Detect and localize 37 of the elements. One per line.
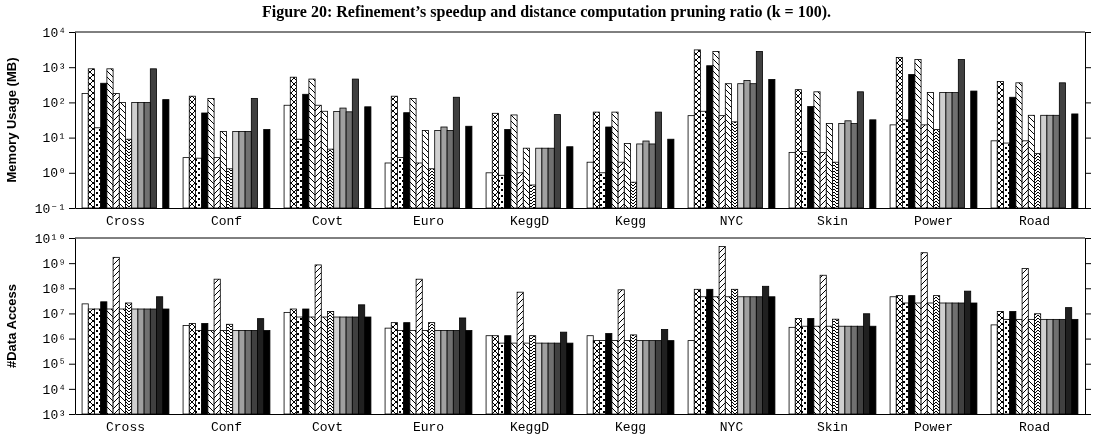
x-tick-label: NYC xyxy=(719,214,744,230)
x-tick-label: Kegg xyxy=(614,420,647,436)
x-tick-label: Cross xyxy=(105,420,146,436)
chart-title: Figure 20: Refinement’s speedup and distance computation pruning ratio (k = 100). xyxy=(261,3,832,21)
y-tick-label: 10³ xyxy=(42,407,66,423)
x-tick-label: Conf xyxy=(210,420,243,436)
y-tick-label: 10⁻¹ xyxy=(34,201,66,217)
x-tick-label: Power xyxy=(913,214,954,230)
x-tick-label: Skin xyxy=(816,214,849,230)
y-tick-label: 10⁴ xyxy=(42,382,66,398)
y-tick-label: 10¹⁰ xyxy=(34,231,66,247)
x-tick-label: Conf xyxy=(210,214,243,230)
x-tick-label: Covt xyxy=(311,214,344,230)
y-tick-label: 10³ xyxy=(42,60,66,76)
x-tick-label: KeggD xyxy=(509,420,550,436)
y-tick-label: 10⁷ xyxy=(42,307,66,323)
x-tick-label: Power xyxy=(913,420,954,436)
y-tick-label: 10⁸ xyxy=(42,281,66,297)
x-tick-label: Road xyxy=(1018,420,1051,436)
x-tick-label: Road xyxy=(1018,214,1051,230)
y-tick-label: 10⁰ xyxy=(42,166,66,182)
y-tick-label: 10¹ xyxy=(42,131,66,147)
x-tick-label: Euro xyxy=(412,420,445,436)
x-tick-label: Kegg xyxy=(614,214,647,230)
x-tick-label: Euro xyxy=(412,214,445,230)
x-tick-label: Skin xyxy=(816,420,849,436)
x-tick-label: Covt xyxy=(311,420,344,436)
y-axis-title: #Data Access xyxy=(4,283,19,369)
y-tick-label: 10² xyxy=(42,96,66,112)
y-tick-label: 10⁴ xyxy=(42,25,66,41)
y-axis-title: Memory Usage (MB) xyxy=(4,57,19,183)
y-tick-label: 10⁵ xyxy=(42,357,66,373)
x-tick-label: NYC xyxy=(719,420,744,436)
x-tick-label: KeggD xyxy=(509,214,550,230)
x-tick-label: Cross xyxy=(105,214,146,230)
y-tick-label: 10⁶ xyxy=(42,332,66,348)
y-tick-label: 10⁹ xyxy=(42,256,66,272)
